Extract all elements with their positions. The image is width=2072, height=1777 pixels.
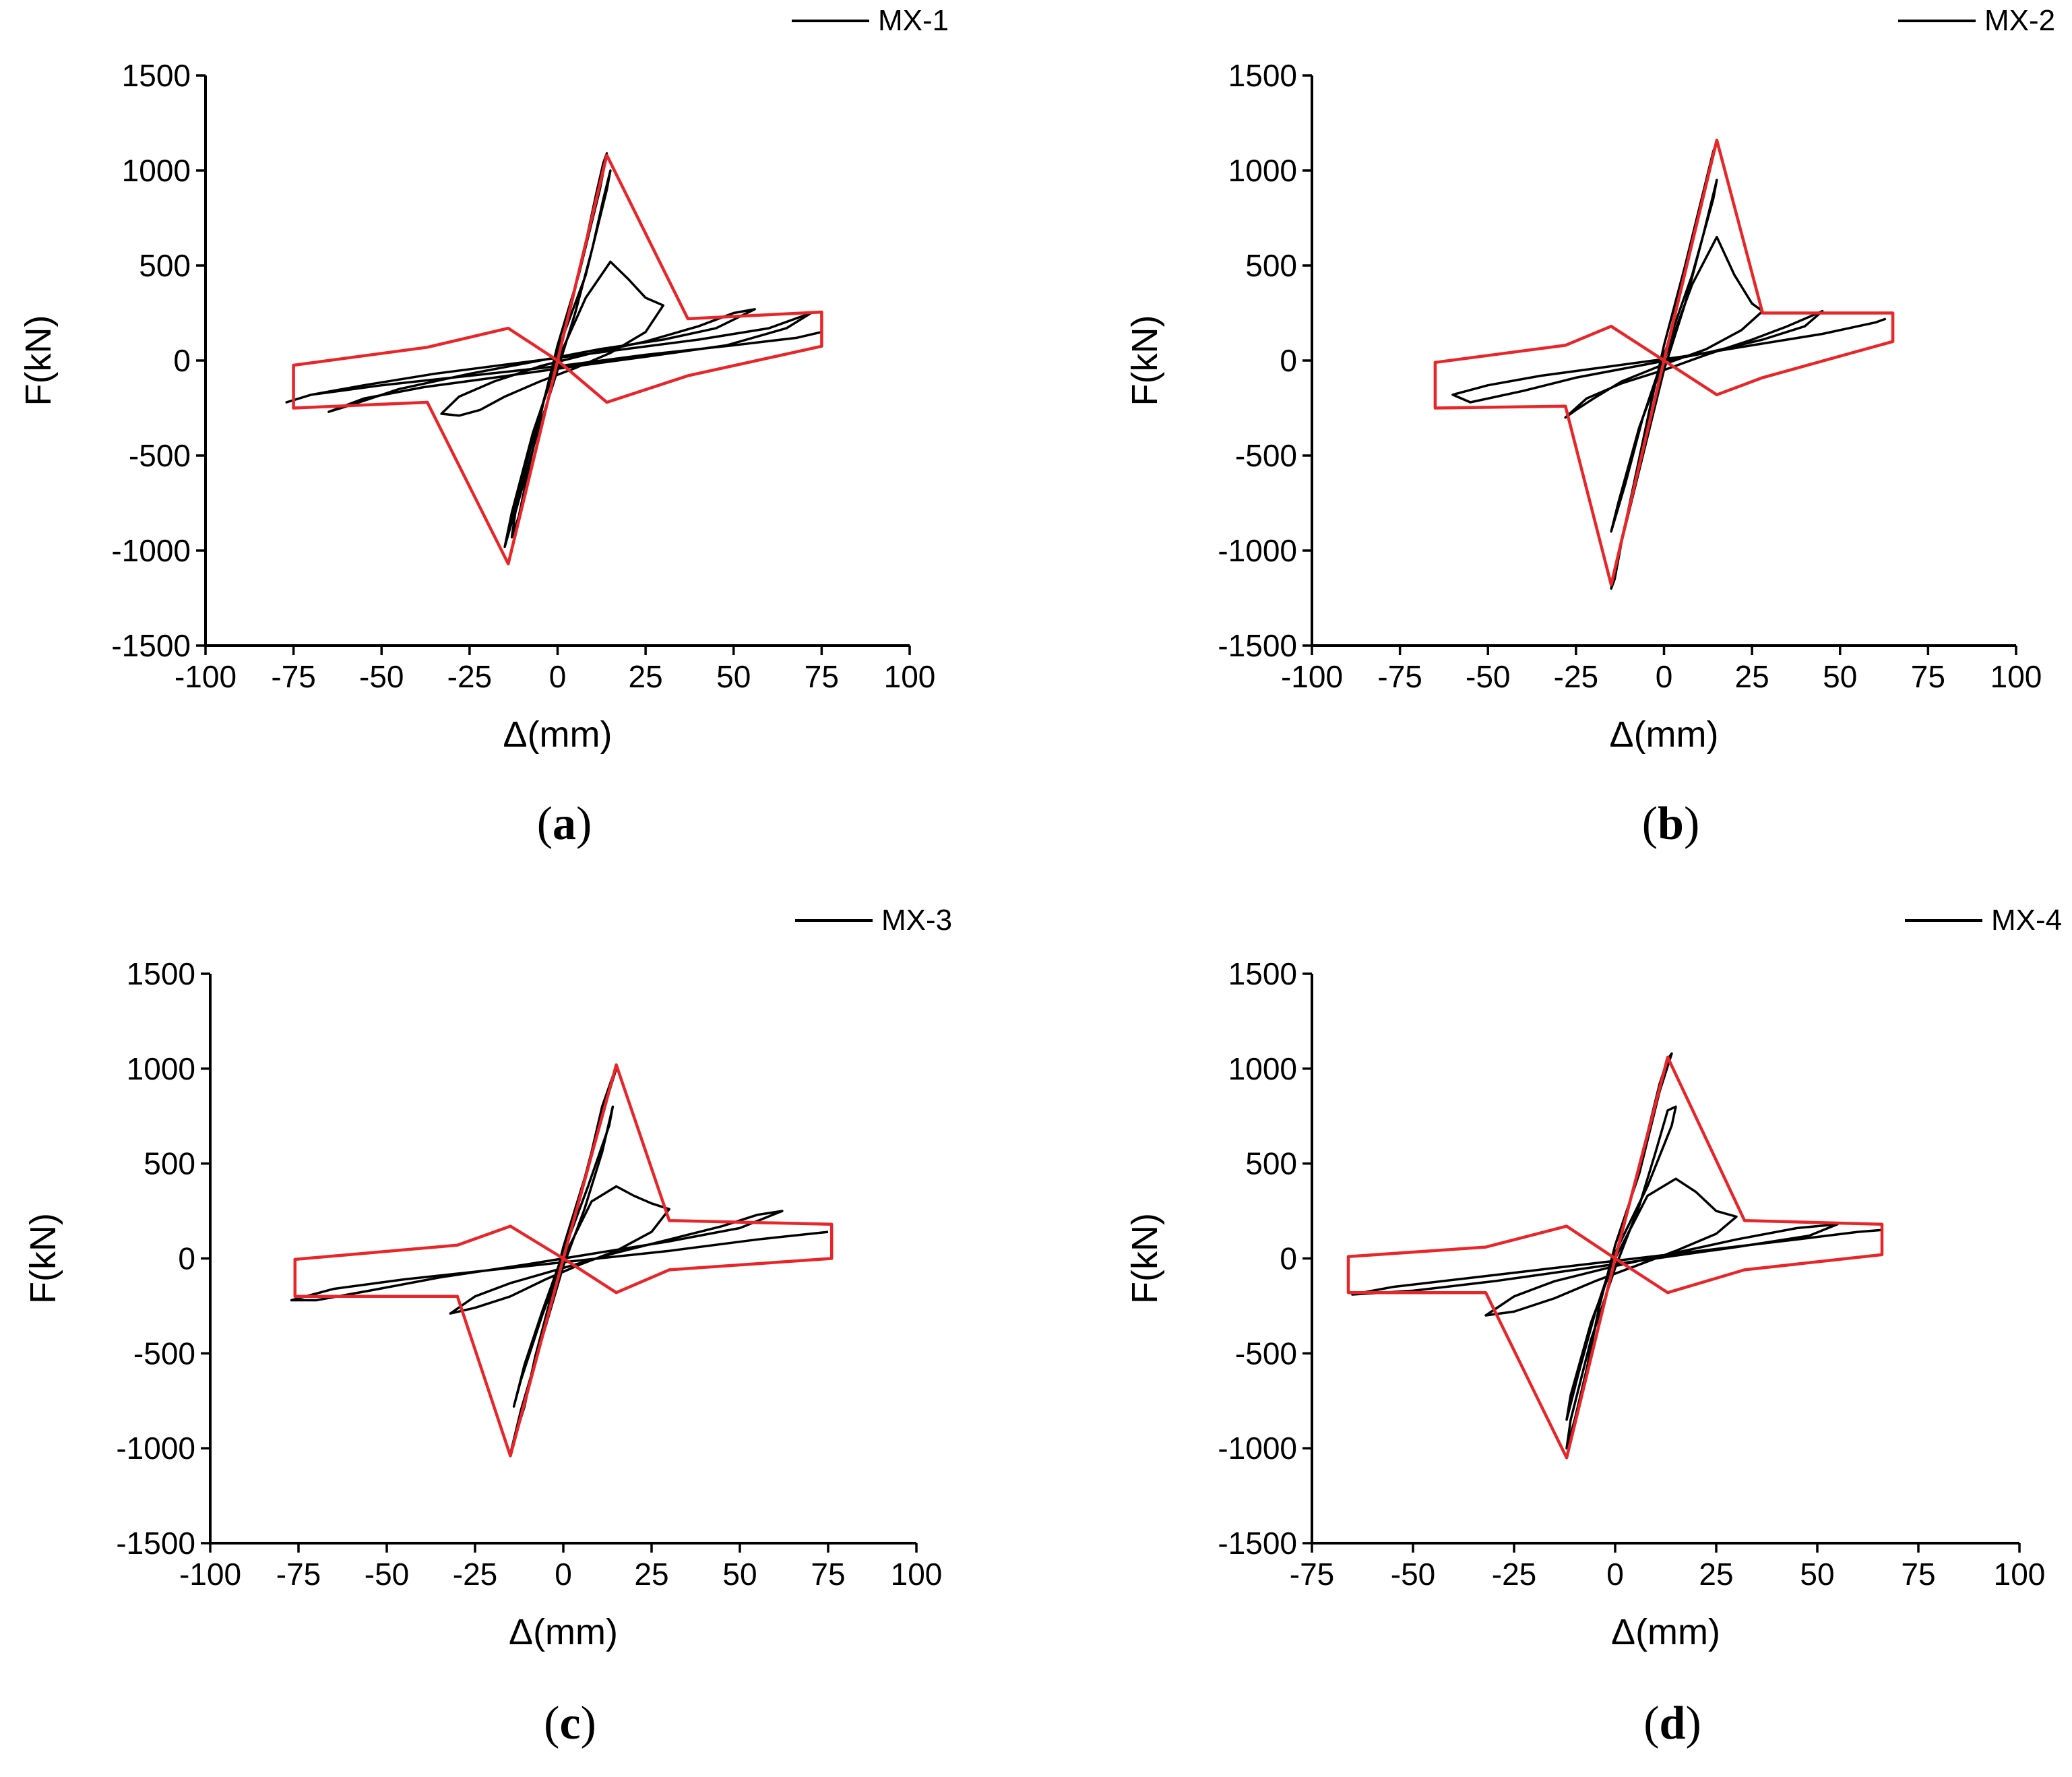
x-tick-label: -100 [1281, 659, 1343, 694]
y-tick-label: -500 [133, 1336, 195, 1371]
x-tick-label: -100 [175, 659, 237, 694]
y-tick-label: 1500 [127, 956, 195, 991]
y-tick-label: -1000 [1218, 533, 1297, 568]
hysteresis-curve [290, 1067, 829, 1456]
x-tick-label: 25 [634, 1557, 668, 1592]
y-tick-label: -500 [1235, 1336, 1297, 1371]
x-tick-label: 100 [1994, 1557, 2046, 1592]
x-tick-label: 25 [1699, 1557, 1733, 1592]
x-tick-label: 50 [716, 659, 751, 694]
x-tick-label: -75 [1290, 1557, 1334, 1592]
envelope-curve [292, 154, 823, 565]
y-tick-label: 0 [173, 343, 191, 378]
legend-label: MX-1 [878, 4, 949, 37]
legend-label: MX-3 [881, 904, 952, 937]
y-tick-label: 1000 [127, 1051, 195, 1086]
y-tick-label: 500 [144, 1146, 195, 1181]
x-tick-label: 100 [1990, 659, 2042, 694]
y-tick-label: -1500 [1218, 628, 1297, 663]
panel-caption-letter: c [559, 1697, 580, 1749]
x-tick-label: -75 [1377, 659, 1422, 694]
x-tick-label: -50 [365, 1557, 409, 1592]
x-tick-label: -100 [179, 1557, 241, 1592]
x-tick-label: 0 [549, 659, 567, 694]
panel-caption-letter: a [553, 798, 576, 850]
x-tick-label: 75 [1911, 659, 1945, 694]
x-tick-label: -25 [447, 659, 492, 694]
legend-label: MX-2 [1984, 4, 2055, 37]
y-tick-label: 0 [1280, 343, 1297, 378]
chart-panel-c: -100 -75 -50 -25 0 25 50 75 100 -1500 -1000 -500 0 50… [23, 904, 952, 1749]
x-tick-label: 100 [884, 659, 936, 694]
y-tick-label: 1500 [1228, 956, 1297, 991]
y-tick-label: 500 [139, 248, 191, 283]
y-tick-label: -1000 [116, 1431, 195, 1466]
y-tick-label: 1500 [122, 58, 191, 93]
y-tick-label: -500 [1235, 438, 1297, 473]
envelope-curve [1346, 1055, 1884, 1460]
x-tick-label: -75 [276, 1557, 321, 1592]
x-tick-label: 0 [1656, 659, 1673, 694]
y-tick-label: 1000 [122, 153, 191, 188]
y-tick-label: 0 [1280, 1241, 1297, 1276]
y-tick-label: -500 [129, 438, 191, 473]
x-tick-label: 0 [1606, 1557, 1624, 1592]
legend-label: MX-4 [1991, 904, 2062, 937]
x-tick-label: -25 [1492, 1557, 1536, 1592]
x-tick-label: 75 [1901, 1557, 1935, 1592]
panel-caption: (b) [1642, 798, 1700, 850]
chart-panel-d: -75 -50 -25 0 25 50 75 100 -1500 -1000 -500 0 500 100… [1125, 904, 2062, 1749]
y-tick-label: -1000 [1218, 1431, 1297, 1466]
y-tick-label: -1500 [116, 1526, 195, 1561]
panel-caption: (d) [1643, 1697, 1701, 1749]
x-tick-label: 50 [722, 1557, 757, 1592]
y-tick-label: 1000 [1228, 1051, 1297, 1086]
panel-caption-letter: b [1658, 798, 1684, 850]
y-tick-label: 500 [1245, 1146, 1297, 1181]
envelope-curve [293, 1063, 834, 1458]
y-tick-label: -1500 [1218, 1526, 1297, 1561]
x-axis-label: Δ(mm) [509, 1612, 618, 1652]
x-tick-label: -25 [453, 1557, 497, 1592]
x-tick-label: 25 [629, 659, 663, 694]
envelope-curve [1433, 138, 1895, 587]
x-tick-label: 50 [1800, 1557, 1834, 1592]
panel-caption-letter: d [1660, 1697, 1686, 1749]
y-tick-label: 1000 [1228, 153, 1297, 188]
x-tick-label: -25 [1554, 659, 1598, 694]
y-tick-label: -1500 [111, 628, 191, 663]
x-tick-label: 75 [805, 659, 839, 694]
x-tick-label: 100 [891, 1557, 943, 1592]
x-tick-label: -50 [1466, 659, 1510, 694]
y-tick-label: -1000 [111, 533, 191, 568]
y-axis-label: F(kN) [18, 315, 59, 406]
chart-panel-b: -100 -75 -50 -25 0 25 50 75 100 -1500 -1000 -500 0 50… [1125, 4, 2055, 850]
x-tick-label: -50 [1391, 1557, 1435, 1592]
y-axis-label: F(kN) [1125, 315, 1165, 406]
x-tick-label: 50 [1823, 659, 1857, 694]
x-axis-label: Δ(mm) [503, 714, 613, 755]
y-tick-label: 1500 [1228, 58, 1297, 93]
x-tick-label: -75 [271, 659, 315, 694]
hysteresis-curve [285, 152, 822, 549]
y-axis-label: F(kN) [1125, 1213, 1165, 1304]
y-axis-label: F(kN) [23, 1213, 63, 1304]
panel-caption: (c) [544, 1697, 596, 1749]
x-tick-label: 0 [555, 1557, 572, 1592]
y-tick-label: 500 [1245, 248, 1297, 283]
y-tick-label: 0 [178, 1241, 195, 1276]
x-tick-label: 75 [811, 1557, 845, 1592]
x-tick-label: -50 [359, 659, 404, 694]
chart-panel-a: -100 -75 -50 -25 0 25 50 75 100 -1500 -1000 -500 0 50… [18, 4, 949, 850]
x-axis-label: Δ(mm) [1610, 714, 1719, 755]
panel-caption: (a) [537, 798, 592, 850]
x-tick-label: 25 [1735, 659, 1769, 694]
x-axis-label: Δ(mm) [1611, 1612, 1720, 1652]
